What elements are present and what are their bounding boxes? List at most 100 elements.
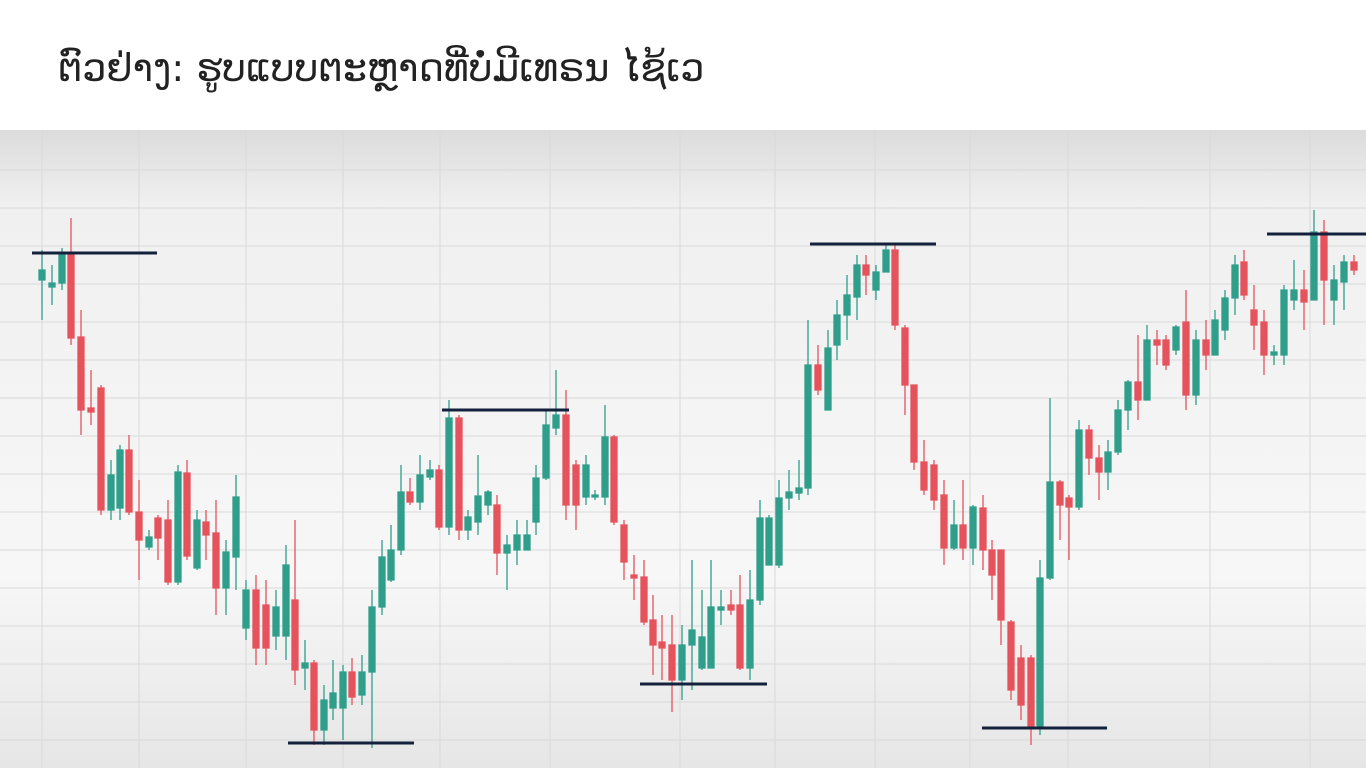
candle: [484, 490, 492, 515]
candle: [262, 580, 270, 665]
candle: [474, 455, 482, 535]
candle: [765, 515, 773, 566]
candle: [833, 300, 841, 360]
candle: [1134, 335, 1142, 420]
candle: [882, 245, 890, 273]
candle: [1007, 620, 1015, 700]
candle: [707, 560, 715, 669]
candle: [610, 435, 618, 525]
candle: [775, 480, 783, 568]
candle: [282, 545, 290, 660]
candle: [378, 540, 386, 615]
chart-image: [0, 130, 1366, 768]
candle: [212, 500, 220, 615]
candle: [1027, 655, 1035, 745]
candle: [1260, 310, 1268, 375]
candle: [154, 515, 162, 560]
candle: [824, 330, 832, 411]
candle: [804, 320, 812, 495]
candle: [736, 575, 744, 670]
candle: [1153, 330, 1161, 365]
candle: [843, 275, 851, 340]
candle: [997, 549, 1005, 645]
candle: [183, 460, 191, 560]
candle: [1211, 310, 1219, 356]
candle: [1095, 445, 1103, 500]
candle: [242, 580, 250, 640]
candle: [1114, 400, 1122, 455]
candle: [67, 218, 75, 345]
candle: [513, 520, 521, 565]
candle: [455, 415, 463, 540]
candle: [416, 455, 424, 510]
candle: [493, 495, 501, 575]
level-lines: [32, 232, 1366, 745]
candle: [542, 410, 550, 480]
candle: [1104, 440, 1112, 490]
candle: [58, 248, 66, 290]
candle: [1350, 255, 1358, 275]
candle: [125, 435, 133, 515]
candle: [552, 370, 560, 435]
candle: [193, 510, 201, 570]
candle: [649, 595, 657, 675]
candle: [97, 385, 105, 515]
candle: [1124, 380, 1132, 430]
candle: [387, 525, 395, 582]
candle: [950, 500, 958, 550]
candle: [678, 625, 686, 700]
candle: [1320, 220, 1328, 325]
candle: [582, 455, 590, 505]
candle: [348, 658, 356, 705]
candle: [1290, 260, 1298, 310]
candle: [630, 555, 638, 600]
candle: [291, 520, 299, 685]
candle: [1202, 320, 1210, 370]
candle: [785, 470, 793, 510]
candle: [969, 505, 977, 565]
candle: [862, 255, 870, 295]
candle: [910, 384, 918, 470]
candle: [329, 660, 337, 720]
candle: [1221, 290, 1229, 340]
candle: [397, 465, 405, 555]
candle: [523, 520, 531, 551]
candle: [145, 530, 153, 550]
candle: [658, 615, 666, 680]
candle: [562, 390, 570, 520]
candle: [1085, 425, 1093, 475]
candle: [1280, 285, 1288, 365]
candle: [107, 460, 115, 520]
candle: [1240, 250, 1248, 300]
candle: [1056, 480, 1064, 540]
candle: [1075, 420, 1083, 510]
candle: [940, 480, 948, 565]
candle: [1231, 255, 1239, 315]
candle: [1065, 495, 1073, 560]
candle: [1182, 290, 1190, 410]
candle: [272, 590, 280, 650]
candle: [232, 475, 240, 590]
candle: [640, 560, 648, 625]
candle: [358, 655, 366, 705]
candle: [164, 500, 172, 585]
candle: [1330, 265, 1338, 325]
candle: [368, 590, 376, 748]
candle: [222, 540, 230, 615]
candle: [920, 440, 928, 495]
candle: [959, 480, 967, 560]
candle: [746, 570, 754, 680]
candle: [1162, 335, 1170, 370]
candle: [1046, 398, 1054, 580]
candle: [38, 250, 46, 320]
candle: [620, 520, 628, 580]
candle: [853, 255, 861, 320]
candle: [135, 480, 143, 580]
candle: [891, 245, 899, 330]
candle: [901, 325, 909, 415]
candle: [688, 560, 696, 690]
candle: [310, 660, 318, 745]
candle: [406, 478, 414, 505]
candle: [1270, 345, 1278, 365]
